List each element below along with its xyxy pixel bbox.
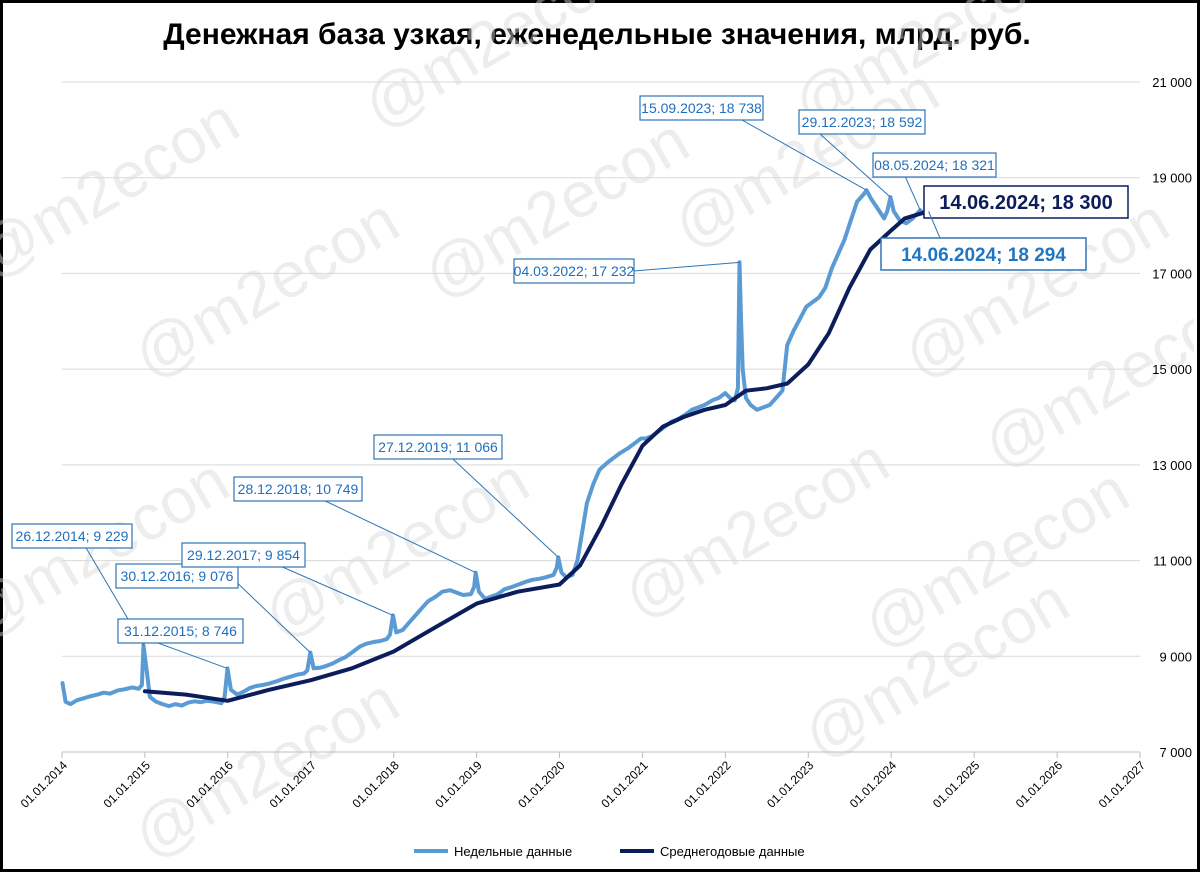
annotation-box — [11, 523, 133, 549]
annotation-leader-line — [819, 133, 891, 198]
legend: Недельные данные Среднегодовые данные — [414, 844, 805, 859]
watermark-text: @m2econ — [0, 83, 250, 292]
y-tick-label: 17 000 — [1152, 266, 1192, 281]
legend-label-annual: Среднегодовые данные — [660, 844, 805, 859]
annotation-box — [872, 152, 997, 178]
y-tick-label: 7 000 — [1159, 745, 1192, 760]
axes — [61, 751, 1141, 758]
annotation-box — [639, 95, 764, 121]
annotations: 26.12.2014; 9 229 31.12.2015; 8 746 30.12.… — [11, 95, 1129, 669]
y-tick-label: 9 000 — [1159, 649, 1192, 664]
annotation-label: 26.12.2014; 9 229 — [16, 528, 129, 544]
series-lines — [60, 188, 931, 709]
x-tick-label: 01.01.2027 — [1096, 758, 1149, 811]
annotation-label: 29.12.2023; 18 592 — [802, 114, 923, 130]
annotation-leader-line — [229, 575, 311, 654]
annotation-box — [880, 237, 1087, 271]
annotation-box — [798, 109, 926, 135]
x-tick-label: 01.01.2021 — [598, 758, 651, 811]
annotation-label: 28.12.2018; 10 749 — [238, 481, 359, 497]
watermark-text: @m2econ — [351, 0, 640, 142]
annotation-box — [233, 476, 363, 502]
annotation-leader-line — [741, 119, 867, 191]
y-tick-label: 19 000 — [1152, 171, 1192, 186]
x-tick-label: 01.01.2024 — [847, 758, 900, 811]
annotation-label: 29.12.2017; 9 854 — [187, 547, 300, 563]
chart-title: Денежная база узкая, еженедельные значен… — [163, 18, 1031, 51]
x-tick-label: 01.01.2019 — [432, 758, 485, 811]
annotation-label: 27.12.2019; 11 066 — [378, 439, 498, 455]
y-tick-labels: 7 000 9 000 11 000 13 000 15 000 17 000 19 000… — [1152, 75, 1192, 760]
annotation-label: 08.05.2024; 18 321 — [874, 157, 995, 173]
annotation-label: 30.12.2016; 9 076 — [121, 568, 234, 584]
annotation-label: 14.06.2024; 18 294 — [901, 245, 1066, 266]
y-tick-label: 15 000 — [1152, 362, 1192, 377]
annotation-label: 31.12.2015; 8 746 — [124, 623, 237, 639]
annotation-label: 14.06.2024; 18 300 — [939, 192, 1113, 214]
y-tick-label: 13 000 — [1152, 458, 1192, 473]
annotation-box — [923, 185, 1129, 219]
x-tick-label: 01.01.2014 — [18, 758, 71, 811]
annotation-leader-line — [299, 488, 476, 574]
annotation-leader-line — [633, 261, 740, 272]
annotation-label: 04.03.2022; 17 232 — [514, 263, 635, 279]
x-tick-label: 01.01.2018 — [349, 758, 402, 811]
x-tick-label: 01.01.2023 — [764, 758, 817, 811]
annotation-box — [115, 563, 239, 589]
weekly-series-line — [60, 188, 931, 709]
annual-average-series-line — [142, 209, 931, 703]
annotation-box — [181, 542, 306, 568]
legend-label-weekly: Недельные данные — [454, 844, 572, 859]
x-tick-label: 01.01.2020 — [515, 758, 568, 811]
x-tick-label: 01.01.2022 — [681, 758, 734, 811]
annotation-leader-line — [928, 211, 941, 239]
x-tick-label: 01.01.2025 — [930, 758, 983, 811]
y-tick-label: 21 000 — [1152, 75, 1192, 90]
annotation-label: 15.09.2023; 18 738 — [641, 100, 762, 116]
annotation-box — [117, 618, 244, 644]
watermark-text: @m2econ — [121, 183, 410, 392]
annotation-leader-line — [439, 446, 559, 558]
annotation-box — [513, 258, 635, 284]
x-tick-label: 01.01.2026 — [1013, 758, 1066, 811]
annotation-box — [373, 434, 503, 460]
y-tick-label: 11 000 — [1153, 554, 1192, 569]
